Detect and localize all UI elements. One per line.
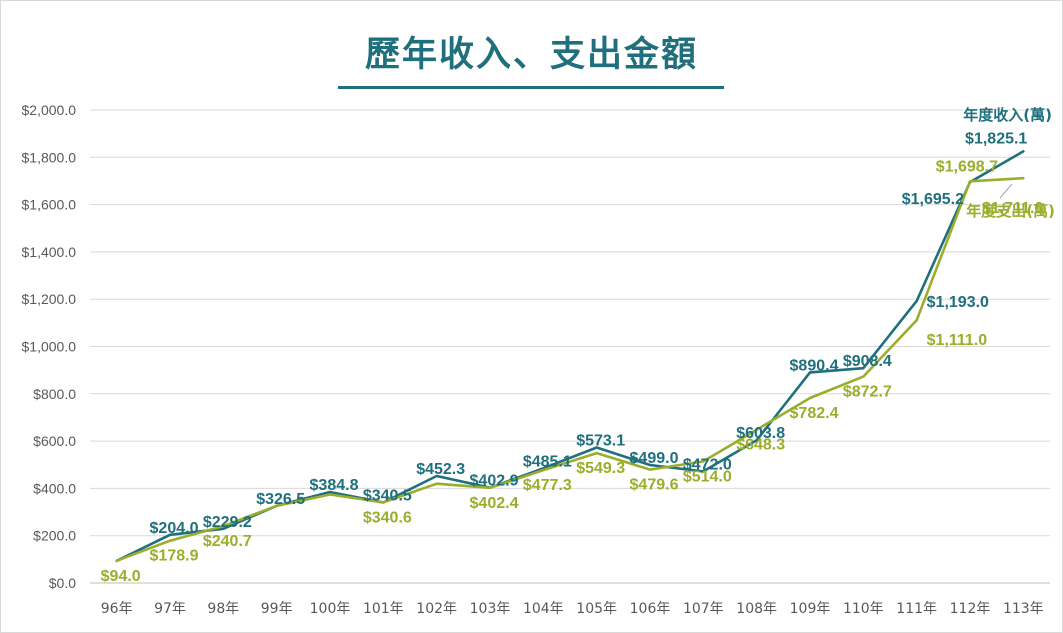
income-data-label: $890.4 xyxy=(790,357,839,374)
y-tick-label: $2,000.0 xyxy=(22,102,77,118)
expense-data-label: $479.6 xyxy=(630,477,679,494)
chart-title: 歷年收入、支出金額 xyxy=(364,35,698,75)
expense-data-label: $178.9 xyxy=(150,548,199,565)
x-tick-label: 99年 xyxy=(261,601,293,617)
y-tick-label: $1,200.0 xyxy=(22,291,77,307)
expense-data-label: $340.6 xyxy=(363,509,412,526)
expense-data-label: $1,698.7 xyxy=(936,158,998,175)
income-data-label: $603.8 xyxy=(736,425,785,442)
income-data-label: $573.1 xyxy=(576,432,625,449)
expense-data-label: $240.7 xyxy=(203,533,252,550)
x-axis: 96年 97年 98年 99年 100年 101年 102年 103年 104年 105年 106年… xyxy=(101,601,1044,617)
series-names: 年度收入(萬) 年度支出(萬) xyxy=(963,106,1055,220)
expense-data-label: $514.0 xyxy=(683,468,732,485)
expense-data-label: $94.0 xyxy=(101,568,141,585)
y-tick-label: $1,600.0 xyxy=(22,197,77,213)
income-data-label: $384.8 xyxy=(310,477,359,494)
expense-data-label: $1,111.0 xyxy=(927,332,988,349)
x-tick-label: 96年 xyxy=(101,601,133,617)
income-data-label: $204.0 xyxy=(150,520,199,537)
y-tick-label: $1,800.0 xyxy=(22,149,77,165)
title-underline xyxy=(338,86,724,89)
income-data-label: $472.0 xyxy=(683,456,732,473)
expense-label-leader-line xyxy=(999,183,1013,199)
x-tick-label: 103年 xyxy=(470,601,511,617)
x-tick-label: 113年 xyxy=(1003,601,1044,617)
expense-series-line xyxy=(115,176,1025,563)
expense-data-label: $872.7 xyxy=(843,384,892,401)
data-labels: $204.0 $229.2$326.5 $384.8$340.5$452.3 $402… xyxy=(101,130,1044,584)
income-data-label: $1,825.1 xyxy=(965,130,1027,147)
x-tick-label: 112年 xyxy=(950,601,991,617)
income-data-label: $908.4 xyxy=(843,353,892,370)
y-tick-label: $600.0 xyxy=(33,433,76,449)
x-tick-label: 111年 xyxy=(896,601,937,617)
x-tick-label: 100年 xyxy=(310,601,351,617)
income-data-label: $485.1 xyxy=(523,453,572,470)
income-data-label: $452.3 xyxy=(416,461,465,478)
x-tick-label: 98年 xyxy=(207,601,239,617)
income-data-label: $326.5 xyxy=(256,491,305,508)
income-data-label: $499.0 xyxy=(630,450,679,467)
x-tick-label: 101年 xyxy=(363,601,404,617)
expense-series-name: 年度支出(萬) xyxy=(966,202,1055,220)
x-tick-label: 106年 xyxy=(630,601,671,617)
x-tick-label: 107年 xyxy=(683,601,724,617)
series-lines xyxy=(115,150,1025,563)
y-tick-label: $200.0 xyxy=(33,528,76,544)
y-tick-label: $1,000.0 xyxy=(22,339,77,355)
expense-data-label: $477.3 xyxy=(523,477,572,494)
expense-data-label: $549.3 xyxy=(576,460,625,477)
x-tick-label: 108年 xyxy=(736,601,777,617)
income-data-label: $340.5 xyxy=(363,487,412,504)
y-tick-label: $400.0 xyxy=(33,480,76,496)
x-tick-label: 105年 xyxy=(576,601,617,617)
y-tick-label: $800.0 xyxy=(33,386,76,402)
income-series-name: 年度收入(萬) xyxy=(963,106,1052,124)
expense-data-label: $782.4 xyxy=(790,405,839,422)
gridlines xyxy=(90,109,1050,584)
expense-data-label: $648.3 xyxy=(736,437,785,454)
expense-data-label: $1,711.6 xyxy=(982,200,1044,217)
x-tick-label: 109年 xyxy=(790,601,831,617)
x-tick-label: 97年 xyxy=(154,601,186,617)
income-data-label: $229.2 xyxy=(203,514,252,531)
income-data-label: $402.9 xyxy=(470,473,519,490)
x-tick-label: 102年 xyxy=(416,601,457,617)
expense-data-label: $402.4 xyxy=(470,495,519,512)
x-tick-label: 110年 xyxy=(843,601,884,617)
income-data-label: $1,695.2 xyxy=(902,191,964,208)
y-axis: $0.0 $200.0 $400.0 $600.0 $800.0 $1,000.0 $1,2… xyxy=(22,102,77,591)
x-tick-label: 104年 xyxy=(523,601,564,617)
income-data-label: $1,193.0 xyxy=(927,294,989,311)
y-tick-label: $0.0 xyxy=(49,575,76,591)
y-tick-label: $1,400.0 xyxy=(22,244,77,260)
